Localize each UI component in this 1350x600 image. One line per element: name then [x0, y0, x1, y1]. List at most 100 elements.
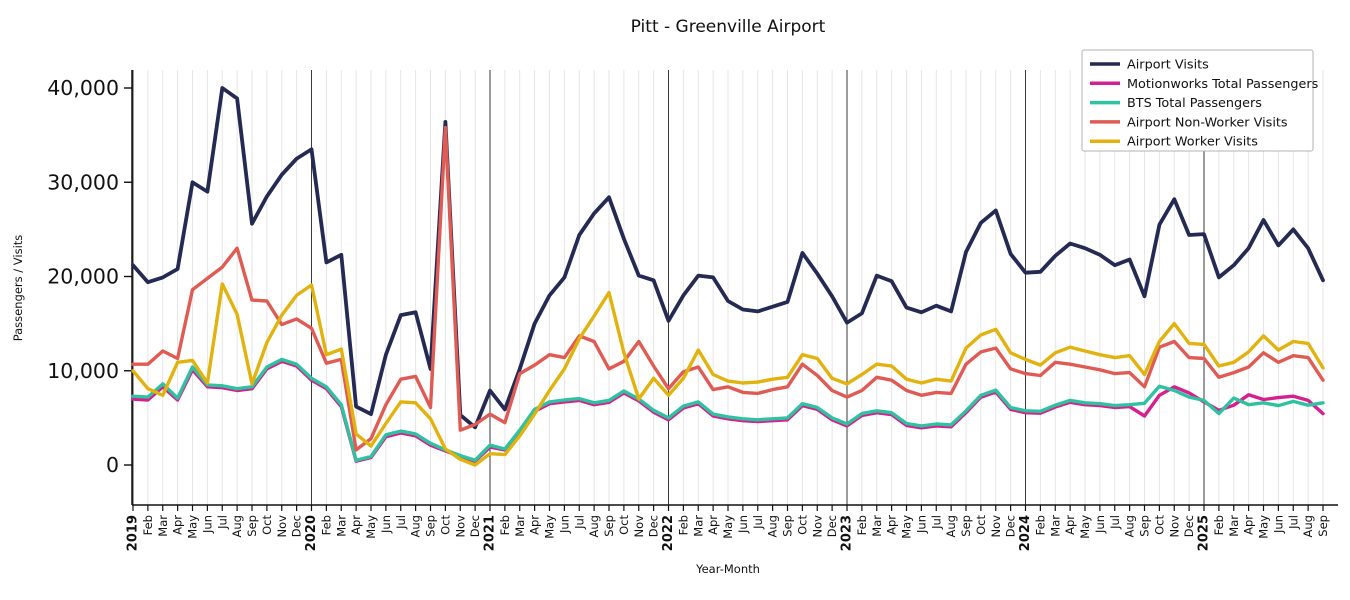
- x-tick-label-month: Mar: [1227, 515, 1241, 537]
- legend-item-airport-visits: Airport Visits: [1090, 58, 1209, 73]
- x-tick-label-month: Feb: [498, 515, 512, 535]
- x-tick-label-month: Sep: [602, 515, 616, 537]
- x-tick-label-month: Jul: [929, 515, 943, 530]
- x-tick-label-month: Feb: [1033, 515, 1047, 535]
- y-tick-label: 0: [106, 453, 119, 477]
- x-tick-label-month: Jun: [557, 515, 571, 534]
- x-tick-label-month: Jul: [1108, 515, 1122, 530]
- x-tick-label-month: Jul: [1286, 515, 1300, 530]
- series-line-bts-total-passengers: [131, 357, 1325, 462]
- legend: Airport Visits Motionworks Total Passenge…: [1081, 49, 1319, 152]
- chart-title: Pitt - Greenville Airport: [630, 17, 826, 37]
- x-tick-label-month: Dec: [825, 515, 839, 537]
- x-tick-label-month: Mar: [1048, 515, 1062, 537]
- x-tick-label-month: Jul: [215, 515, 229, 530]
- legend-item-airport-non-worker-visits: Airport Non-Worker Visits: [1090, 115, 1288, 130]
- x-tick-label-month: Feb: [141, 515, 155, 535]
- x-tick-label-month: Sep: [1138, 515, 1152, 537]
- x-tick-label-month: Oct: [438, 515, 452, 535]
- legend-label: Airport Non-Worker Visits: [1127, 115, 1288, 130]
- x-tick-label-month: Nov: [1167, 515, 1181, 538]
- x-tick-label-month: May: [721, 515, 735, 539]
- x-tick-label-month: Mar: [513, 515, 527, 537]
- x-tick-label-month: Sep: [781, 515, 795, 537]
- legend-item-motionworks-total-passengers: Motionworks Total Passengers: [1090, 77, 1319, 92]
- x-tick-label-month: Nov: [453, 515, 467, 538]
- x-tick-label-month: May: [186, 515, 200, 539]
- x-tick-label-month: Aug: [944, 515, 958, 537]
- x-tick-label-month: May: [364, 515, 378, 539]
- x-tick-label-month: Apr: [349, 515, 363, 535]
- x-tick-label-month: Jun: [1093, 515, 1107, 534]
- x-tick-label-month: Nov: [810, 515, 824, 538]
- y-axis-title: Passengers / Visits: [11, 234, 25, 342]
- x-tick-label-month: Oct: [260, 515, 274, 535]
- x-tick-label-month: Mar: [691, 515, 705, 537]
- x-tick-label-month: Apr: [171, 515, 185, 535]
- x-tick-label-year: 2023: [840, 515, 855, 551]
- x-tick-label-year: 2024: [1018, 515, 1033, 551]
- x-tick-label-month: Mar: [156, 515, 170, 537]
- x-tick-label-month: Apr: [528, 515, 542, 535]
- series-line-airport-non-worker-visits: [131, 125, 1325, 452]
- legend-item-bts-total-passengers: BTS Total Passengers: [1090, 96, 1262, 111]
- x-tick-label-month: Feb: [1212, 515, 1226, 535]
- x-tick-label-month: Dec: [647, 515, 661, 537]
- x-tick-label-year: 2019: [126, 515, 141, 551]
- x-tick-label-month: May: [1257, 515, 1271, 539]
- x-tick-label-month: Mar: [334, 515, 348, 537]
- x-tick-label-month: May: [900, 515, 914, 539]
- x-tick-label-month: Dec: [290, 515, 304, 537]
- x-tick-label-month: Aug: [1123, 515, 1137, 537]
- x-tick-label-month: Feb: [676, 515, 690, 535]
- legend-label: Motionworks Total Passengers: [1127, 77, 1319, 92]
- x-tick-label-month: Dec: [1182, 515, 1196, 537]
- x-tick-label-month: Jun: [200, 515, 214, 534]
- x-tick-label-month: Apr: [1242, 515, 1256, 535]
- x-tick-label-month: Apr: [1063, 515, 1077, 535]
- x-tick-label-month: Feb: [319, 515, 333, 535]
- x-tick-label-month: Oct: [974, 515, 988, 535]
- x-tick-label-month: Nov: [989, 515, 1003, 538]
- x-tick-label-month: Sep: [424, 515, 438, 537]
- y-tick-label: 30,000: [47, 170, 119, 194]
- x-tick-label-year: 2020: [304, 515, 319, 551]
- series-lines: [131, 86, 1325, 467]
- x-tick-label-month: Nov: [275, 515, 289, 538]
- series-line-airport-worker-visits: [131, 282, 1325, 467]
- x-tick-label-month: Sep: [1316, 515, 1330, 537]
- x-tick-label-month: Apr: [706, 515, 720, 535]
- legend-box: [1081, 49, 1314, 152]
- x-tick-label-month: Apr: [885, 515, 899, 535]
- x-tick-label-month: Aug: [409, 515, 423, 537]
- x-tick-label-month: Jun: [1271, 515, 1285, 534]
- legend-label: Airport Visits: [1127, 58, 1209, 73]
- legend-label: Airport Worker Visits: [1127, 135, 1258, 150]
- x-tick-label-month: Oct: [617, 515, 631, 535]
- x-tick-label-month: Sep: [959, 515, 973, 537]
- legend-item-airport-worker-visits: Airport Worker Visits: [1090, 135, 1258, 150]
- x-tick-label-year: 2025: [1197, 515, 1212, 551]
- x-tick-label-month: Jun: [379, 515, 393, 534]
- x-tick-label-month: Aug: [230, 515, 244, 537]
- x-tick-label-year: 2022: [661, 515, 676, 551]
- x-tick-label-month: Aug: [766, 515, 780, 537]
- x-tick-label-month: Aug: [587, 515, 601, 537]
- y-tick-label: 20,000: [47, 265, 119, 289]
- y-tick-label: 40,000: [47, 76, 119, 100]
- x-tick-label-month: Oct: [795, 515, 809, 535]
- x-tick-label-month: Jun: [914, 515, 928, 534]
- x-tick-label-month: May: [543, 515, 557, 539]
- x-tick-label-month: Dec: [1004, 515, 1018, 537]
- x-tick-label-month: Jul: [394, 515, 408, 530]
- x-tick-label-month: Mar: [870, 515, 884, 537]
- x-tick-label-month: Aug: [1301, 515, 1315, 537]
- y-tick-label: 10,000: [47, 359, 119, 383]
- x-tick-label-month: Jul: [751, 515, 765, 530]
- legend-label: BTS Total Passengers: [1127, 96, 1262, 111]
- series-line-airport-visits: [131, 86, 1325, 430]
- x-tick-label-month: Feb: [855, 515, 869, 535]
- x-tick-label-month: Sep: [245, 515, 259, 537]
